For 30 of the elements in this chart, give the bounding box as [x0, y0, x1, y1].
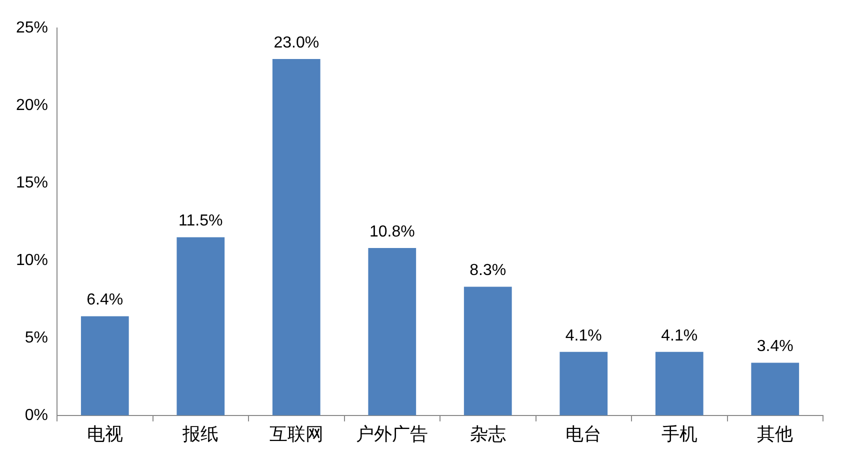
bar	[751, 362, 800, 416]
bar	[368, 248, 416, 416]
y-tick-label: 25%	[16, 19, 48, 36]
data-label: 10.8%	[369, 223, 415, 240]
x-tick-label: 报纸	[182, 424, 219, 444]
bar	[560, 352, 608, 416]
data-label: 4.1%	[661, 327, 698, 344]
data-label: 11.5%	[178, 212, 223, 230]
bar	[655, 352, 704, 416]
bar	[176, 237, 225, 416]
x-tick-label: 杂志	[470, 424, 506, 444]
x-tick-label: 互联网	[269, 424, 324, 444]
x-tick-label: 电台	[566, 424, 602, 444]
y-tick-label: 5%	[24, 329, 48, 346]
data-label: 23.0%	[274, 34, 320, 52]
x-tick-label: 户外广告	[356, 424, 428, 444]
x-tick-label: 电视	[86, 424, 123, 444]
bar	[272, 58, 320, 416]
data-label: 6.4%	[86, 292, 124, 309]
data-label: 3.4%	[756, 338, 794, 356]
y-tick-label: 0%	[24, 406, 48, 424]
x-tick-label: 其他	[757, 424, 794, 444]
bar	[80, 316, 129, 416]
bar	[464, 286, 512, 416]
y-tick-label: 15%	[16, 174, 48, 192]
y-tick-label: 20%	[16, 96, 48, 114]
data-label: 8.3%	[470, 262, 506, 280]
x-tick-label: 手机	[661, 424, 698, 444]
y-tick-label: 10%	[16, 252, 48, 269]
data-label: 4.1%	[565, 327, 602, 344]
